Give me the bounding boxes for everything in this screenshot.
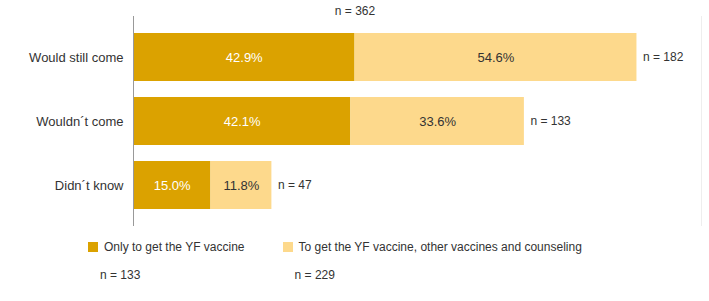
svg-text:15.0%: 15.0% (154, 178, 191, 193)
svg-text:n = 133: n = 133 (530, 114, 571, 128)
svg-text:42.1%: 42.1% (224, 114, 261, 129)
svg-text:42.9%: 42.9% (226, 50, 263, 65)
svg-text:n = 47: n = 47 (278, 178, 312, 192)
svg-text:11.8%: 11.8% (223, 178, 259, 193)
html-text:n = 133: n = 133 (100, 268, 141, 282)
svg-text:n = 182: n = 182 (643, 50, 684, 64)
svg-text:n = 362: n = 362 (335, 4, 376, 18)
svg-text:33.6%: 33.6% (419, 114, 456, 129)
html-text:To get the YF vaccine, other v: To get the YF vaccine, other vaccines an… (298, 240, 582, 254)
html-text:Only to get the YF vaccine: Only to get the YF vaccine (104, 240, 245, 254)
svg-text:Wouldn´t come: Wouldn´t come (36, 114, 123, 129)
svg-text:Didn´t know: Didn´t know (55, 178, 124, 193)
svg-text:Would still come: Would still come (29, 50, 123, 65)
html-text:n = 229: n = 229 (294, 268, 335, 282)
svg-text:54.6%: 54.6% (478, 50, 515, 65)
